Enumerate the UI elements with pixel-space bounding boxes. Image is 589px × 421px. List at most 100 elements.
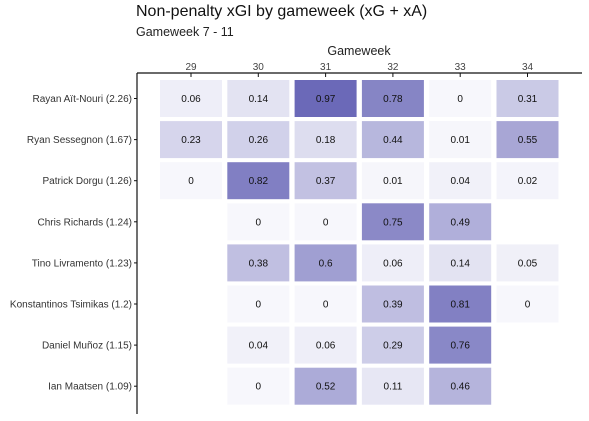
heatmap-cell [429,80,492,117]
heatmap-cell [294,285,357,323]
cell-value-label: 0.81 [450,300,470,311]
column-label: 30 [253,62,265,73]
heatmap-cell [227,326,290,364]
cell-value-label: 0 [256,300,262,311]
row-label: Rayan Aït-Nouri (2.26) [33,94,133,105]
heatmap-cell [227,203,290,241]
cell-value-label: 0 [323,300,329,311]
heatmap-cell [294,367,357,405]
heatmap-cell [496,121,559,159]
cell-value-label: 0.39 [383,300,403,311]
chart-title: Non-penalty xGI by gameweek (xG + xA) [136,3,428,20]
cell-value-label: 0.52 [316,382,336,393]
cell-value-label: 0.14 [450,258,470,269]
heatmap-cell [496,162,559,200]
heatmap-cell [429,162,492,200]
heatmap-cell [429,121,492,159]
cell-value-label: 0.6 [319,258,333,269]
heatmap-cell [429,244,492,282]
cell-value-label: 0.78 [383,94,403,105]
cell-value-label: 0 [323,217,329,228]
cell-value-label: 0.11 [384,382,403,393]
cell-value-label: 0 [525,300,531,311]
cell-value-label: 0 [256,382,262,393]
heatmap-cells: 0.06 0.14 0.97 0.78 0 0.31 0.23 0.26 0.18 0.44 0.0… [160,80,559,405]
row-labels: Rayan Aït-Nouri (2.26) Ryan Sessegnon (1.… [10,94,132,393]
cell-value-label: 0.06 [316,341,336,352]
heatmap-cell [361,285,424,323]
heatmap-cell [227,285,290,323]
cell-value-label: 0 [256,217,262,228]
cell-value-label: 0.55 [518,135,538,146]
row-label: Patrick Dorgu (1.26) [43,176,132,187]
heatmap-cell [294,121,357,159]
x-axis-title: Gameweek [327,44,391,58]
heatmap-cell [227,244,290,282]
heatmap-cell [160,121,222,159]
heatmap-cell [496,244,559,282]
heatmap-cell [429,285,492,323]
heatmap-cell [160,162,222,200]
cell-value-label: 0.04 [450,176,470,187]
column-label: 31 [320,62,332,73]
heatmap-cell [496,285,559,323]
heatmap-cell [227,162,290,200]
heatmap-cell [429,326,492,364]
cell-value-label: 0.29 [383,341,403,352]
row-label: Ryan Sessegnon (1.67) [27,135,132,146]
row-label: Ian Maatsen (1.09) [48,382,132,393]
cell-value-label: 0.06 [383,258,403,269]
heatmap-cell [294,80,357,117]
cell-value-label: 0.37 [316,176,336,187]
heatmap-cell [294,203,357,241]
cell-value-label: 0.01 [450,135,470,146]
row-label: Daniel Muñoz (1.15) [42,341,132,352]
cell-value-label: 0.44 [383,135,403,146]
axis-ticks [134,73,528,387]
column-label: 33 [455,62,467,73]
row-label: Chris Richards (1.24) [38,217,132,228]
cell-value-label: 0.49 [450,217,470,228]
heatmap-cell [496,80,559,117]
cell-value-label: 0.26 [249,135,269,146]
heatmap-cell [227,80,290,117]
cell-value-label: 0.75 [383,217,403,228]
heatmap-cell [294,244,357,282]
heatmap-cell [429,203,492,241]
cell-value-label: 0.14 [249,94,269,105]
heatmap-cell [160,80,222,117]
heatmap-cell [361,121,424,159]
chart-subtitle: Gameweek 7 - 11 [136,25,234,39]
cell-value-label: 0.31 [518,94,538,105]
cell-value-label: 0.02 [518,176,538,187]
cell-value-label: 0.18 [316,135,336,146]
column-label: 32 [387,62,399,73]
column-label: 29 [185,62,197,73]
heatmap-cell [361,80,424,117]
cell-value-label: 0.23 [181,135,201,146]
cell-value-label: 0.38 [249,258,269,269]
heatmap-cell [227,121,290,159]
heatmap-cell [361,244,424,282]
column-labels: 29 30 31 32 33 34 [185,62,533,73]
heatmap-cell [294,326,357,364]
cell-value-label: 0.82 [249,176,269,187]
row-label: Konstantinos Tsimikas (1.2) [10,300,132,311]
cell-value-label: 0.06 [181,94,201,105]
cell-value-label: 0 [457,94,463,105]
row-label: Tino Livramento (1.23) [32,258,132,269]
column-label: 34 [522,62,534,73]
heatmap-cell [361,203,424,241]
heatmap-cell [361,162,424,200]
cell-value-label: 0.01 [383,176,403,187]
heatmap-cell [227,367,290,405]
cell-value-label: 0.76 [450,341,470,352]
cell-value-label: 0.05 [518,258,538,269]
heatmap-cell [429,367,492,405]
heatmap-cell [361,367,424,405]
heatmap-cell [361,326,424,364]
cell-value-label: 0 [188,176,194,187]
cell-value-label: 0.97 [316,94,336,105]
cell-value-label: 0.04 [249,341,269,352]
